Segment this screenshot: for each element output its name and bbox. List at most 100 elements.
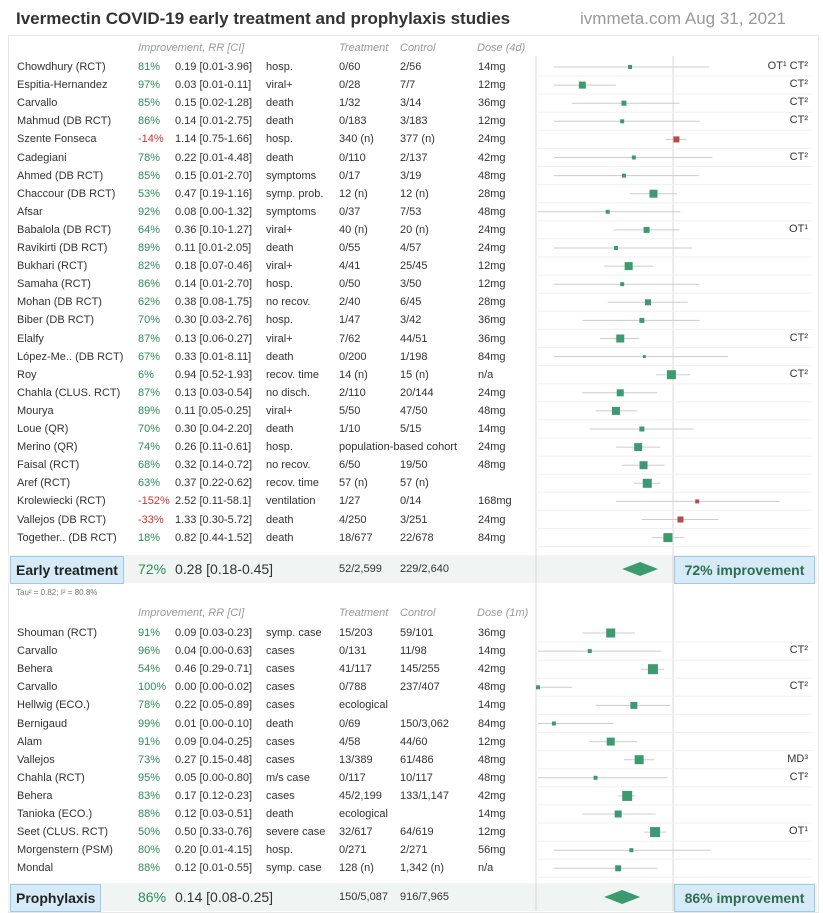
study-outcome: symp. case bbox=[266, 627, 322, 639]
study-tag: OT¹ CT² bbox=[767, 60, 808, 72]
study-treatment: 15/203 bbox=[339, 627, 373, 639]
study-name: López-Me.. (DB RCT) bbox=[17, 350, 124, 363]
study-rr: 0.46 [0.29-0.71] bbox=[175, 663, 253, 676]
early-summary-rr: 0.28 [0.18-0.45] bbox=[175, 561, 274, 577]
study-name: Carvallo bbox=[17, 645, 58, 658]
study-improvement: 74% bbox=[138, 441, 161, 454]
study-dose: 48mg bbox=[478, 771, 506, 784]
heterogeneity-stats: Tau² = 0.82; I² = 80.8% bbox=[16, 588, 98, 597]
study-tag: CT² bbox=[789, 114, 808, 127]
study-name: Vallejos bbox=[17, 753, 55, 766]
study-rr: 0.20 [0.01-4.15] bbox=[175, 844, 253, 857]
study-rr: 0.94 [0.52-1.93] bbox=[175, 368, 253, 381]
study-improvement: 70% bbox=[138, 423, 161, 435]
study-dose: 36mg bbox=[478, 97, 506, 110]
study-rr: 0.09 [0.04-0.25] bbox=[175, 735, 253, 748]
effect-marker bbox=[605, 209, 610, 214]
study-control: 19/50 bbox=[400, 459, 428, 472]
study-dose: 84mg bbox=[478, 531, 506, 544]
study-control: 20/144 bbox=[400, 386, 434, 399]
study-dose: 48mg bbox=[478, 459, 506, 472]
study-improvement: 91% bbox=[138, 735, 161, 748]
effect-marker bbox=[628, 65, 633, 69]
study-treatment: ecological bbox=[339, 808, 388, 820]
study-dose: 42mg bbox=[478, 789, 506, 802]
study-outcome: viral+ bbox=[266, 332, 293, 345]
study-treatment: 0/183 bbox=[339, 115, 367, 128]
study-name: Behera bbox=[17, 663, 53, 676]
study-improvement: 88% bbox=[138, 862, 161, 875]
study-control: 20 (n) bbox=[400, 223, 429, 236]
study-dose: 56mg bbox=[478, 844, 506, 857]
study-treatment: 6/50 bbox=[339, 459, 361, 472]
study-treatment: 0/788 bbox=[339, 681, 367, 694]
study-treatment: 45/2,199 bbox=[339, 789, 382, 802]
study-dose: 14mg bbox=[478, 423, 506, 435]
header-control-prophylaxis: Control bbox=[400, 607, 436, 619]
study-treatment: 2/110 bbox=[339, 386, 366, 399]
study-name: Szente Fonseca bbox=[17, 133, 97, 146]
study-dose: 14mg bbox=[478, 699, 506, 712]
study-rr: 0.22 [0.05-0.89] bbox=[175, 699, 253, 712]
study-control: 3/251 bbox=[400, 513, 428, 526]
study-improvement: 6% bbox=[138, 368, 154, 381]
study-rr: 2.52 [0.11-58.1] bbox=[175, 495, 252, 508]
study-outcome: cases bbox=[266, 753, 295, 766]
study-control: 7/7 bbox=[400, 79, 416, 92]
study-outcome: recov. time bbox=[266, 477, 319, 490]
study-name: Cadegiani bbox=[17, 151, 67, 164]
effect-marker bbox=[551, 721, 556, 726]
study-improvement: 64% bbox=[138, 223, 161, 236]
study-outcome: death bbox=[266, 242, 294, 254]
study-control: 57 (n) bbox=[400, 477, 429, 490]
effect-marker bbox=[639, 461, 648, 470]
study-treatment: 0/131 bbox=[339, 645, 367, 658]
effect-marker bbox=[663, 533, 673, 543]
study-control: 1,342 (n) bbox=[400, 862, 445, 875]
study-dose: 24mg bbox=[478, 242, 506, 254]
study-control: 150/3,062 bbox=[400, 717, 449, 730]
study-outcome: symp. prob. bbox=[266, 187, 324, 200]
study-rr: 0.50 [0.33-0.76] bbox=[175, 826, 253, 839]
early-summary-improvement-label: 72% improvement bbox=[674, 556, 815, 584]
header-improvement-prophylaxis: Improvement, RR [CI] bbox=[138, 607, 245, 619]
study-treatment: 0/55 bbox=[339, 242, 361, 254]
study-tag: OT¹ bbox=[789, 222, 808, 235]
study-rr: 0.33 [0.01-8.11] bbox=[175, 350, 252, 363]
study-outcome: death bbox=[266, 151, 294, 164]
study-treatment: 0/50 bbox=[339, 278, 361, 291]
study-outcome: cases bbox=[266, 789, 295, 802]
prophylaxis-summary-control: 916/7,965 bbox=[400, 891, 449, 903]
study-rr: 0.09 [0.03-0.23] bbox=[175, 627, 253, 639]
study-improvement: 78% bbox=[138, 699, 161, 712]
study-rr: 0.26 [0.11-0.61] bbox=[175, 441, 252, 454]
study-tag: CT² bbox=[789, 96, 808, 109]
study-outcome: cases bbox=[266, 735, 295, 748]
study-control: 22/678 bbox=[400, 531, 434, 544]
study-name: Hellwig (ECO.) bbox=[17, 699, 90, 712]
study-dose: 12mg bbox=[478, 826, 506, 839]
effect-marker bbox=[587, 649, 592, 654]
study-treatment: 13/389 bbox=[339, 753, 373, 766]
study-improvement: 78% bbox=[138, 151, 161, 164]
study-improvement: 62% bbox=[138, 296, 161, 309]
study-improvement: 83% bbox=[138, 789, 161, 802]
effect-marker bbox=[614, 810, 622, 818]
study-dose: 48mg bbox=[478, 753, 506, 766]
study-outcome: symp. case bbox=[266, 862, 322, 875]
effect-marker bbox=[578, 81, 586, 89]
effect-marker bbox=[616, 334, 625, 343]
study-control: 3/42 bbox=[400, 314, 422, 327]
study-dose: 36mg bbox=[478, 332, 506, 345]
study-treatment: 0/69 bbox=[339, 717, 361, 730]
study-control: 6/45 bbox=[400, 296, 422, 309]
study-rr: 0.01 [0.00-0.10] bbox=[175, 717, 253, 730]
study-improvement: 86% bbox=[138, 278, 161, 291]
study-improvement: 80% bbox=[138, 844, 161, 857]
study-name: Krolewiecki (RCT) bbox=[17, 495, 106, 508]
study-improvement: 81% bbox=[138, 61, 161, 73]
study-outcome: cases bbox=[266, 681, 295, 694]
study-control: 25/45 bbox=[400, 260, 428, 273]
study-outcome: no recov. bbox=[266, 296, 311, 309]
